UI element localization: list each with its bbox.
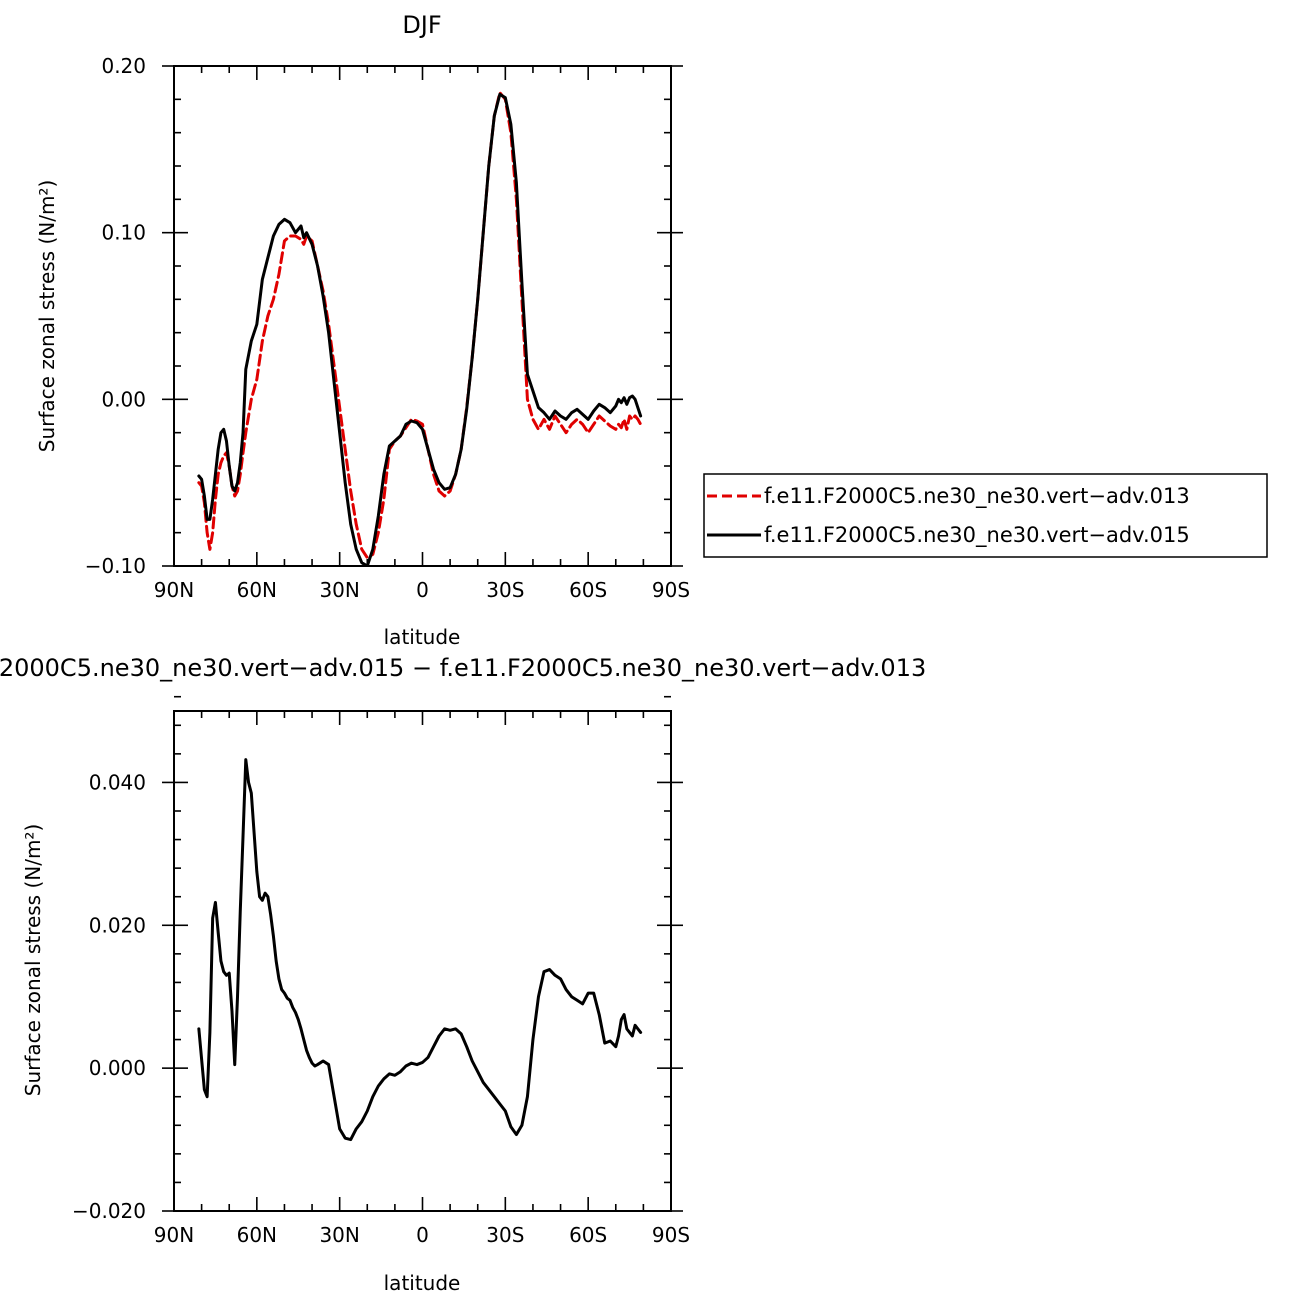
y-tick-label: 0.040 bbox=[89, 770, 146, 794]
top-plot-frame bbox=[173, 65, 672, 567]
top-chart-title: DJF bbox=[402, 11, 441, 39]
bottom-y-axis-label: Surface zonal stress (N/m²) bbox=[21, 824, 45, 1096]
series-line-0-0 bbox=[197, 91, 643, 560]
x-tick-label: 60N bbox=[237, 578, 277, 602]
bottom-x-axis-label: latitude bbox=[384, 1271, 461, 1295]
y-tick-label: −0.10 bbox=[85, 554, 146, 578]
y-tick-label: 0.000 bbox=[89, 1056, 146, 1080]
x-tick-label: 90N bbox=[154, 1223, 194, 1247]
x-tick-label: 90N bbox=[154, 578, 194, 602]
top-y-axis-label: Surface zonal stress (N/m²) bbox=[35, 180, 59, 452]
legend-label-015: f.e11.F2000C5.ne30_ne30.vert−adv.015 bbox=[764, 523, 1190, 548]
series-line-0-1 bbox=[197, 92, 643, 566]
x-tick-label: 60N bbox=[237, 1223, 277, 1247]
x-tick-label: 0 bbox=[416, 1223, 429, 1247]
x-tick-label: 30N bbox=[319, 578, 359, 602]
x-tick-label: 30N bbox=[319, 1223, 359, 1247]
top-panel: DJF 90N 60N 30N 0 30S 60S 90S −0.10 0.00 0.10 0.20… bbox=[35, 11, 690, 649]
x-tick-label: 30S bbox=[486, 1223, 524, 1247]
legend: f.e11.F2000C5.ne30_ne30.vert−adv.013 f.e… bbox=[703, 473, 1268, 558]
x-tick-label: 90S bbox=[652, 578, 690, 602]
bottom-plot-frame bbox=[173, 710, 672, 1212]
x-tick-label: 0 bbox=[416, 578, 429, 602]
y-tick-label: −0.020 bbox=[72, 1199, 146, 1223]
bottom-panel: f.e11.F2000C5.ne30_ne30.vert−adv.015 − f… bbox=[0, 654, 926, 1295]
y-tick-label: 0.10 bbox=[101, 221, 146, 245]
x-tick-label: 60S bbox=[569, 578, 607, 602]
legend-label-013: f.e11.F2000C5.ne30_ne30.vert−adv.013 bbox=[764, 484, 1190, 509]
y-tick-label: 0.20 bbox=[101, 54, 146, 78]
x-tick-label: 90S bbox=[652, 1223, 690, 1247]
series-line-1-0 bbox=[197, 758, 643, 1142]
x-tick-label: 30S bbox=[486, 578, 524, 602]
top-x-axis-label: latitude bbox=[384, 625, 461, 649]
bottom-chart-title: f.e11.F2000C5.ne30_ne30.vert−adv.015 − f… bbox=[0, 654, 926, 682]
legend-box bbox=[703, 473, 1268, 558]
y-tick-label: 0.00 bbox=[101, 387, 146, 411]
y-tick-label: 0.020 bbox=[89, 913, 146, 937]
x-tick-label: 60S bbox=[569, 1223, 607, 1247]
